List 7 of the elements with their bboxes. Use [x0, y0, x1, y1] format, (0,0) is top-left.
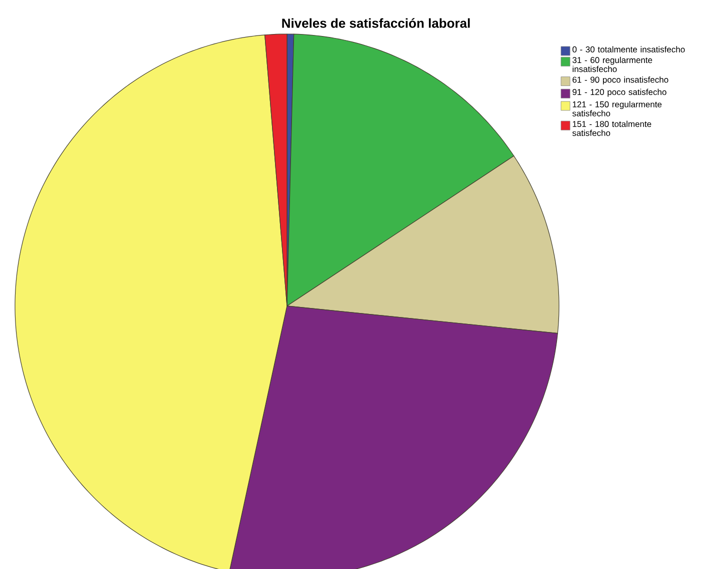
chart-title: Niveles de satisfacción laboral — [282, 18, 470, 28]
legend-label: 121 - 150 regularmente satisfecho — [572, 101, 662, 116]
legend-label: 61 - 90 poco insatisfecho — [572, 76, 668, 84]
legend-label: 0 - 30 totalmente insatisfecho — [572, 46, 685, 52]
legend-label: 151 - 180 totalmente satisfecho — [572, 120, 652, 136]
legend-label: 31 - 60 regularmente insatisfecho — [572, 56, 652, 72]
legend-label: 91 - 120 poco satisfecho — [572, 88, 666, 97]
